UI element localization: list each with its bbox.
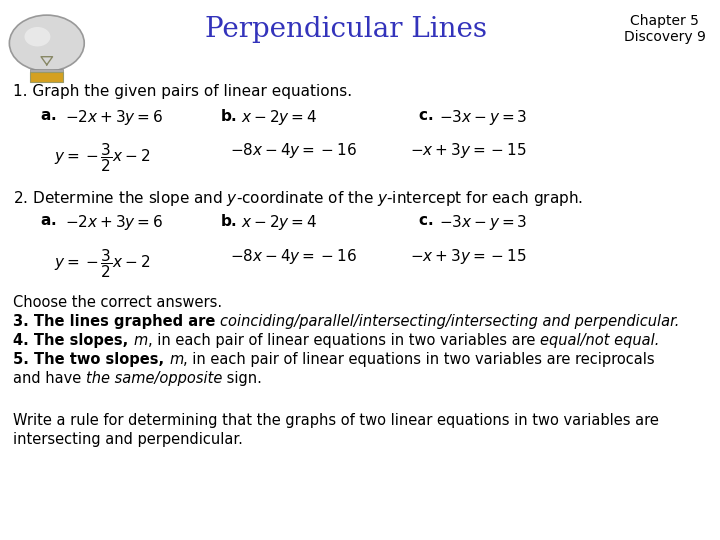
Text: Chapter 5
Discovery 9: Chapter 5 Discovery 9 — [624, 14, 706, 44]
Text: $-x+3y=-15$: $-x+3y=-15$ — [410, 247, 527, 266]
Text: $-8x-4y=-16$: $-8x-4y=-16$ — [230, 141, 357, 160]
Text: $-x+3y=-15$: $-x+3y=-15$ — [410, 141, 527, 160]
Text: , in each pair of linear equations in two variables are: , in each pair of linear equations in tw… — [148, 333, 539, 348]
Text: $x-2y=4$: $x-2y=4$ — [241, 213, 318, 232]
Text: 3. The lines graphed are: 3. The lines graphed are — [13, 314, 220, 329]
Text: $\mathbf{c.}$: $\mathbf{c.}$ — [418, 213, 433, 228]
Text: Write a rule for determining that the graphs of two linear equations in two vari: Write a rule for determining that the gr… — [13, 413, 659, 428]
Text: , in each pair of linear equations in two variables are reciprocals: , in each pair of linear equations in tw… — [184, 352, 655, 367]
Circle shape — [9, 15, 84, 71]
Text: $\mathbf{c.}$: $\mathbf{c.}$ — [418, 108, 433, 123]
Text: Choose the correct answers.: Choose the correct answers. — [13, 295, 222, 310]
Text: $-3x-y=3$: $-3x-y=3$ — [439, 213, 528, 232]
Text: coinciding/parallel/intersecting/intersecting and perpendicular.: coinciding/parallel/intersecting/interse… — [220, 314, 680, 329]
Text: sign.: sign. — [222, 371, 262, 386]
Text: $-3x-y=3$: $-3x-y=3$ — [439, 108, 528, 127]
Text: $y=-\dfrac{3}{2}x-2$: $y=-\dfrac{3}{2}x-2$ — [54, 141, 150, 174]
Text: $-2x+3y=6$: $-2x+3y=6$ — [65, 213, 163, 232]
Text: intersecting and perpendicular.: intersecting and perpendicular. — [13, 432, 243, 447]
Text: m: m — [169, 352, 184, 367]
Circle shape — [24, 27, 50, 46]
Text: $y=-\dfrac{3}{2}x-2$: $y=-\dfrac{3}{2}x-2$ — [54, 247, 150, 280]
Text: $\mathbf{a.}$: $\mathbf{a.}$ — [40, 213, 56, 228]
Text: 2. Determine the slope and $y$-coordinate of the $y$-intercept for each graph.: 2. Determine the slope and $y$-coordinat… — [13, 189, 583, 208]
FancyBboxPatch shape — [30, 72, 63, 82]
FancyBboxPatch shape — [30, 69, 63, 74]
Text: 4. The slopes,: 4. The slopes, — [13, 333, 133, 348]
Text: $-2x+3y=6$: $-2x+3y=6$ — [65, 108, 163, 127]
Text: $\mathbf{b.}$: $\mathbf{b.}$ — [220, 213, 237, 230]
Text: $\mathbf{b.}$: $\mathbf{b.}$ — [220, 108, 237, 124]
Text: equal/not equal.: equal/not equal. — [539, 333, 659, 348]
Text: m: m — [133, 333, 148, 348]
Text: Perpendicular Lines: Perpendicular Lines — [204, 16, 487, 43]
Text: $\mathbf{a.}$: $\mathbf{a.}$ — [40, 108, 56, 123]
Text: and have: and have — [13, 371, 86, 386]
Text: $-8x-4y=-16$: $-8x-4y=-16$ — [230, 247, 357, 266]
Text: the same/opposite: the same/opposite — [86, 371, 222, 386]
Text: 5. The two slopes,: 5. The two slopes, — [13, 352, 169, 367]
Text: 1. Graph the given pairs of linear equations.: 1. Graph the given pairs of linear equat… — [13, 84, 352, 99]
Text: $x-2y=4$: $x-2y=4$ — [241, 108, 318, 127]
